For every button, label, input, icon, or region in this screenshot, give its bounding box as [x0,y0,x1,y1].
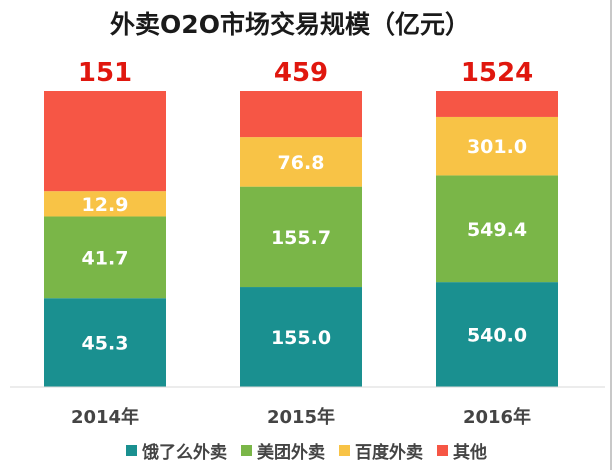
legend-item: 美团外卖 [241,438,325,463]
bar-segment [44,216,166,299]
bar-segment [44,91,166,192]
data-label: 12.9 [82,194,129,216]
bars-layer: 45.3 41.7 12.9 151 2014年 155.0 155.7 76.8 459 201… [44,58,558,428]
legend-label: 饿了么外卖 [142,442,227,463]
legend-label: 美团外卖 [257,442,325,463]
data-label: 155.0 [271,327,331,349]
data-label: 41.7 [82,247,129,269]
legend-swatch [126,444,137,456]
legend-swatch [437,444,448,456]
legend-label: 其他 [453,442,487,463]
x-tick-label: 2015年 [267,406,335,428]
window-edge [610,0,612,470]
legend-item: 百度外卖 [339,438,423,463]
total-label: 151 [78,58,132,88]
x-tick-label: 2016年 [463,406,531,428]
legend-item: 饿了么外卖 [126,438,227,463]
legend-swatch [241,444,252,456]
bar-segment [436,116,558,176]
bar-segment [436,175,558,283]
bar-segment [436,91,558,117]
chart-title: 外卖O2O市场交易规模（亿元） [110,10,470,39]
bar-segment [44,191,166,217]
data-label: 76.8 [278,152,325,174]
legend: 饿了么外卖 美团外卖 百度外卖 其他 [0,436,613,464]
bar-segment [240,186,362,288]
bar-segment [436,282,558,387]
data-label: 540.0 [467,325,527,347]
data-label: 155.7 [271,227,331,249]
legend-label: 百度外卖 [355,442,423,463]
legend-item: 其他 [437,438,487,463]
bar-segment [240,91,362,138]
total-label: 459 [274,58,328,88]
data-label: 301.0 [467,136,527,158]
data-label: 549.4 [467,219,527,241]
data-label: 45.3 [82,333,129,355]
bar-segment [240,137,362,187]
x-tick-label: 2014年 [71,406,139,428]
bar-segment [240,287,362,387]
total-label: 1524 [461,58,533,88]
legend-swatch [339,444,350,456]
bar-segment [44,298,166,387]
